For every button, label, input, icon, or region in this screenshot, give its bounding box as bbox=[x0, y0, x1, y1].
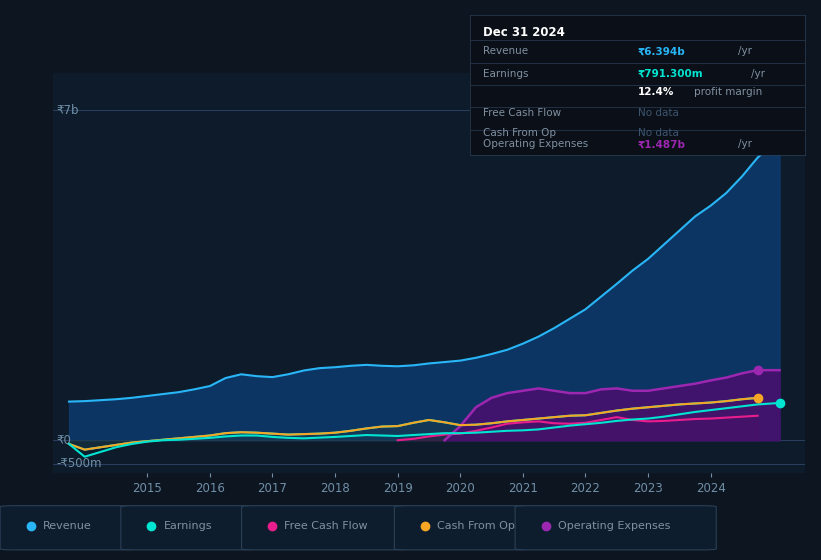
Text: Revenue: Revenue bbox=[43, 521, 92, 531]
Text: Cash From Op: Cash From Op bbox=[437, 521, 515, 531]
Text: No data: No data bbox=[637, 128, 678, 138]
Text: Free Cash Flow: Free Cash Flow bbox=[284, 521, 368, 531]
FancyBboxPatch shape bbox=[241, 506, 410, 550]
Text: 12.4%: 12.4% bbox=[637, 87, 674, 97]
Text: Operating Expenses: Operating Expenses bbox=[557, 521, 670, 531]
Text: Dec 31 2024: Dec 31 2024 bbox=[484, 26, 566, 39]
Text: ₹1.487b: ₹1.487b bbox=[637, 139, 686, 150]
Text: ₹7b: ₹7b bbox=[57, 104, 79, 117]
FancyBboxPatch shape bbox=[515, 506, 716, 550]
Text: ₹791.300m: ₹791.300m bbox=[637, 69, 703, 79]
Text: /yr: /yr bbox=[751, 69, 765, 79]
Text: ₹0: ₹0 bbox=[57, 434, 71, 447]
Text: Earnings: Earnings bbox=[163, 521, 212, 531]
Text: /yr: /yr bbox=[738, 139, 752, 150]
Text: -₹500m: -₹500m bbox=[57, 458, 102, 470]
FancyBboxPatch shape bbox=[0, 506, 137, 550]
Text: Free Cash Flow: Free Cash Flow bbox=[484, 108, 562, 118]
Text: Earnings: Earnings bbox=[484, 69, 529, 79]
Text: ₹6.394b: ₹6.394b bbox=[637, 46, 686, 57]
Text: Operating Expenses: Operating Expenses bbox=[484, 139, 589, 150]
Text: /yr: /yr bbox=[738, 46, 752, 57]
FancyBboxPatch shape bbox=[394, 506, 531, 550]
Text: profit margin: profit margin bbox=[695, 87, 763, 97]
Text: Revenue: Revenue bbox=[484, 46, 529, 57]
FancyBboxPatch shape bbox=[121, 506, 258, 550]
Text: No data: No data bbox=[637, 108, 678, 118]
Text: Cash From Op: Cash From Op bbox=[484, 128, 557, 138]
